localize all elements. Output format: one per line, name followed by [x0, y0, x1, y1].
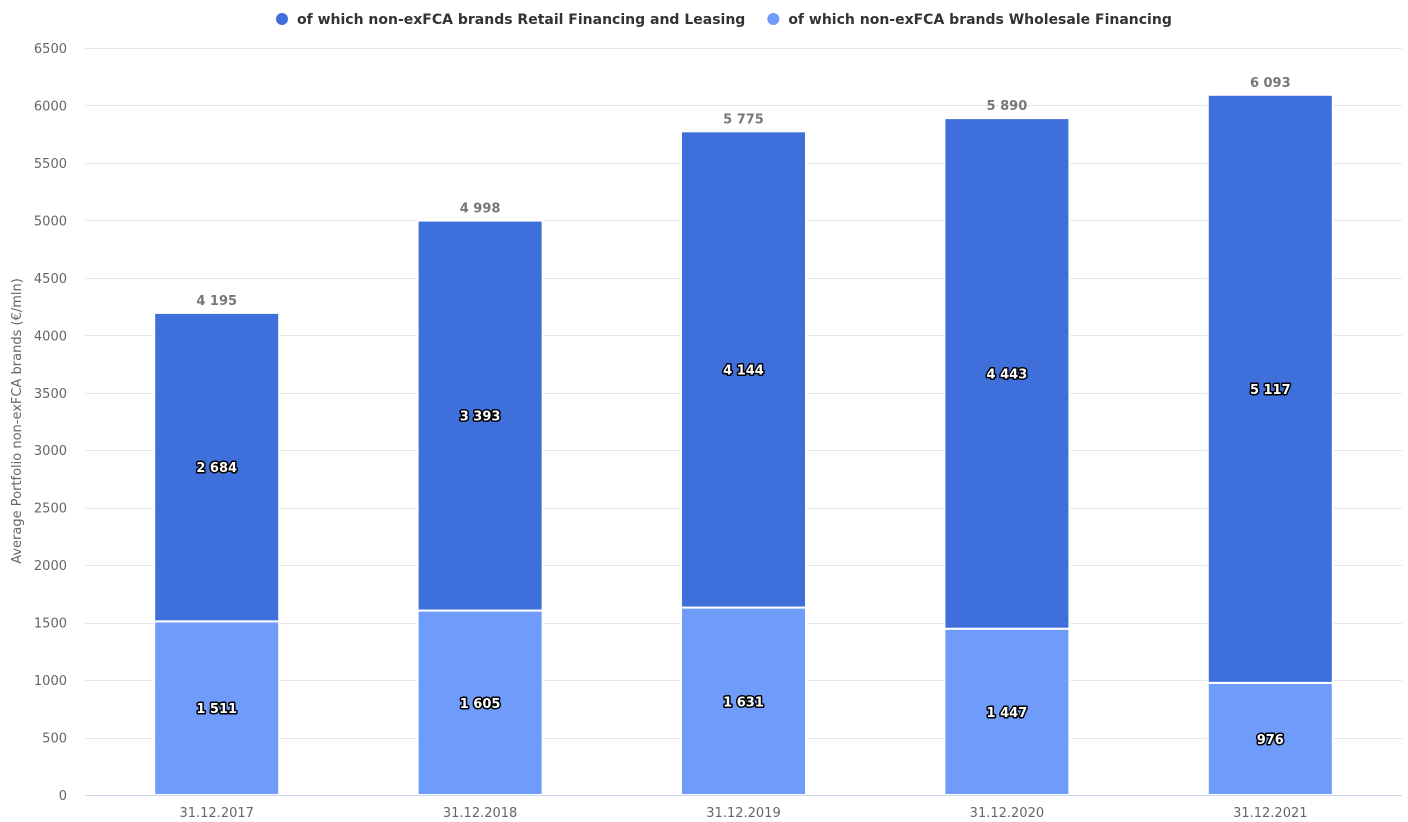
bar-segment[interactable]: [680, 130, 807, 609]
segment-value-label: 1 511: [196, 702, 237, 717]
y-tick-label: 3000: [34, 444, 67, 459]
bars: [153, 93, 1334, 797]
legend-label: of which non-exFCA brands Wholesale Fina…: [788, 12, 1172, 28]
bar-segment[interactable]: [416, 609, 544, 796]
x-tick-label: 31.12.2020: [970, 806, 1044, 821]
y-tick-label: 2500: [34, 502, 67, 517]
total-value-label: 4 998: [460, 202, 501, 217]
y-tick-label: 5500: [34, 157, 67, 172]
total-value-label: 5 890: [987, 99, 1028, 114]
x-tick-label: 31.12.2021: [1233, 806, 1307, 821]
bar-segment[interactable]: [1206, 93, 1334, 684]
y-axis-title: Average Portfolio non-exFCA brands (€/ml…: [10, 278, 25, 564]
total-value-label: 4 195: [196, 294, 237, 309]
bar-segment[interactable]: [680, 606, 807, 797]
segment-value-label: 3 393: [460, 410, 501, 425]
segment-value-label: 1 447: [987, 706, 1028, 721]
legend-item[interactable]: of which non-exFCA brands Retail Financi…: [276, 12, 745, 28]
y-tick-label: 1000: [34, 674, 67, 689]
x-tick-label: 31.12.2019: [706, 806, 780, 821]
x-tick-label: 31.12.2018: [443, 806, 517, 821]
total-value-label: 6 093: [1250, 76, 1291, 91]
segment-value-label: 1 605: [460, 697, 501, 712]
y-tick-label: 1500: [34, 617, 67, 632]
y-tick-label: 3500: [34, 387, 67, 402]
y-axis-ticks: 0 500 1000 1500 2000 2500 3000 3500 4000 4500 5000…: [34, 42, 67, 804]
legend-item[interactable]: of which non-exFCA brands Wholesale Fina…: [767, 12, 1172, 28]
x-tick-label: 31.12.2017: [179, 806, 253, 821]
chart-legend[interactable]: of which non-exFCA brands Retail Financi…: [276, 12, 1172, 28]
total-value-label: 5 775: [723, 112, 764, 127]
bar-segment[interactable]: [943, 627, 1071, 796]
x-axis-ticks: 31.12.2017 31.12.2018 31.12.2019 31.12.2020…: [179, 806, 1307, 821]
segment-value-label: 5 117: [1250, 383, 1291, 398]
legend-marker: [767, 13, 780, 25]
segment-value-label: 1 631: [723, 695, 764, 710]
segment-value-label: 976: [1257, 733, 1284, 748]
y-tick-label: 6000: [34, 99, 67, 114]
bar-segment[interactable]: [1206, 681, 1334, 797]
y-tick-label: 2000: [34, 559, 67, 574]
bar-segment[interactable]: [416, 219, 544, 612]
y-tick-label: 5000: [34, 214, 67, 229]
y-tick-label: 6500: [34, 42, 67, 57]
segment-value-label: 4 443: [987, 367, 1028, 382]
legend-marker: [276, 13, 288, 25]
legend-label: of which non-exFCA brands Retail Financi…: [297, 12, 745, 28]
bar-segment[interactable]: [153, 311, 281, 623]
y-tick-label: 0: [59, 789, 67, 804]
y-tick-label: 4500: [34, 272, 67, 287]
bar-segment[interactable]: [153, 620, 281, 797]
y-tick-label: 500: [42, 732, 67, 747]
data-labels: 1 511 2 684 4 195 1 605 3 393 4 998 1 631 4 144…: [195, 76, 1292, 750]
segment-value-label: 4 144: [723, 363, 764, 378]
y-tick-label: 4000: [34, 329, 67, 344]
bar-segment[interactable]: [943, 117, 1071, 630]
segment-value-label: 2 684: [196, 461, 237, 476]
